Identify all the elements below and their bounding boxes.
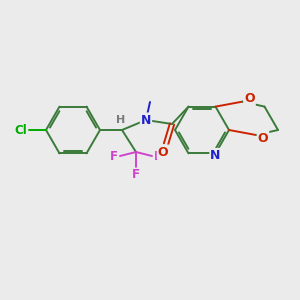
Text: Cl: Cl	[15, 124, 27, 136]
Text: F: F	[154, 149, 162, 163]
Text: O: O	[158, 146, 168, 158]
Text: O: O	[258, 131, 268, 145]
Text: H: H	[116, 115, 126, 125]
Text: N: N	[141, 113, 151, 127]
Text: F: F	[110, 149, 118, 163]
Text: O: O	[244, 92, 255, 105]
Text: N: N	[210, 149, 221, 162]
Text: F: F	[132, 169, 140, 182]
